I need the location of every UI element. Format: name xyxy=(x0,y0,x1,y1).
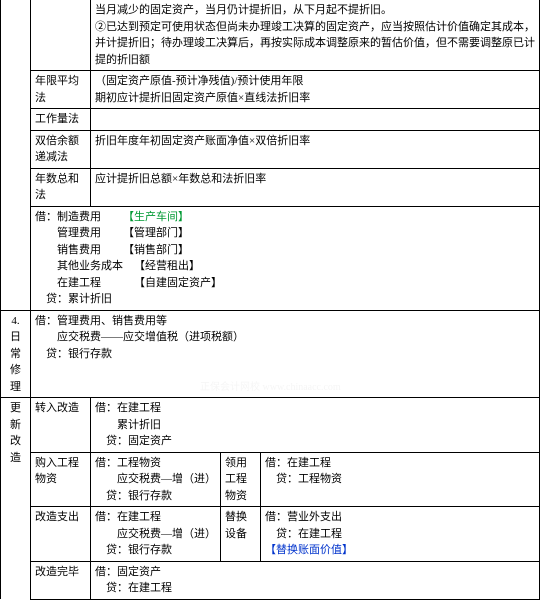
row2-label: 工作量法 xyxy=(31,109,91,131)
row2-body xyxy=(91,109,540,131)
section-update-title: 更新 改造 xyxy=(1,398,31,600)
row4-body: 应计提折旧总额×年数总和法折旧率 xyxy=(91,168,540,206)
row7-label: 转入改造 xyxy=(31,398,91,453)
left-gutter xyxy=(1,71,31,109)
row5-l3: 销售费用 【销售部门】 xyxy=(35,242,535,259)
row1-body-l2: 期初应计提折旧固定资产原值×直线法折旧率 xyxy=(95,90,535,107)
left-gutter xyxy=(1,0,31,71)
row8-label: 购入工程物资 xyxy=(31,452,91,507)
row9-right: 借：营业外支出 贷：在建工程 【替换账面价值】 xyxy=(261,507,540,562)
row8-mid-label: 领用工程物资 xyxy=(221,452,261,507)
row8-right: 借：在建工程 贷：工程物资 xyxy=(261,452,540,507)
row9-left: 借：在建工程 应交税费—增（进） 贷：银行存款 xyxy=(91,507,221,562)
row5-l2: 管理费用 【管理部门】 xyxy=(35,225,535,242)
row3-body: 折旧年度年初固定资产账面净值×双倍折旧率 xyxy=(91,130,540,168)
row0-content: 当月减少的固定资产，当月仍计提折旧，从下月起不提折旧。 ②已达到预定可使用状态但… xyxy=(91,0,540,71)
row3-label: 双倍余额递减法 xyxy=(31,130,91,168)
row7-l2: 累计折旧 xyxy=(95,417,535,434)
row0-line1: 当月减少的固定资产，当月仍计提折旧，从下月起不提折旧。 xyxy=(95,2,535,19)
row7-l1: 借：在建工程 xyxy=(95,400,535,417)
row7-entries: 借：在建工程 累计折旧 贷：固定资产 xyxy=(91,398,540,453)
row5-l6: 贷：累计折旧 xyxy=(35,291,535,308)
row8-left: 借：工程物资 应交税费—增（进） 贷：银行存款 xyxy=(91,452,221,507)
row6-l3: 贷：银行存款 xyxy=(35,346,535,363)
section-4-number: 4. 日常 修理 xyxy=(1,310,31,398)
left-gutter xyxy=(1,168,31,206)
row6-l2: 应交税费——应交增值税（进项税额） xyxy=(35,329,535,346)
row5-l4: 其他业务成本 【经营租出】 xyxy=(35,258,535,275)
row1-body: （固定资产原值-预计净残值)/预计使用年限 期初应计提折旧固定资产原值×直线法折… xyxy=(91,71,540,109)
left-gutter xyxy=(1,109,31,131)
row0-label xyxy=(31,0,91,71)
row0-line2: ②已达到预定可使用状态但尚未办理竣工决算的固定资产，应当按照估计价值确定其成本，… xyxy=(95,19,535,69)
row9-mid-label: 替换设备 xyxy=(221,507,261,562)
left-gutter xyxy=(1,206,31,310)
left-gutter xyxy=(1,130,31,168)
row1-label: 年限平均法 xyxy=(31,71,91,109)
row10-entries: 借：固定资产 贷：在建工程 xyxy=(91,561,540,599)
row4-label: 年数总和法 xyxy=(31,168,91,206)
row5-l5: 在建工程 【自建固定资产】 xyxy=(35,275,535,292)
row7-l3: 贷：固定资产 xyxy=(95,433,535,450)
row5-l1: 借：制造费用 【生产车间】 xyxy=(35,209,535,226)
row5-entries: 借：制造费用 【生产车间】 管理费用 【管理部门】 销售费用 【销售部门】 其他… xyxy=(31,206,540,310)
row1-body-l1: （固定资产原值-预计净残值)/预计使用年限 xyxy=(95,73,535,90)
row6-l1: 借：管理费用、销售费用等 xyxy=(35,313,535,330)
row9-label: 改造支出 xyxy=(31,507,91,562)
row6-entries: 借：管理费用、销售费用等 应交税费——应交增值税（进项税额） 贷：银行存款 xyxy=(31,310,540,398)
row10-label: 改造完毕 xyxy=(31,561,91,599)
